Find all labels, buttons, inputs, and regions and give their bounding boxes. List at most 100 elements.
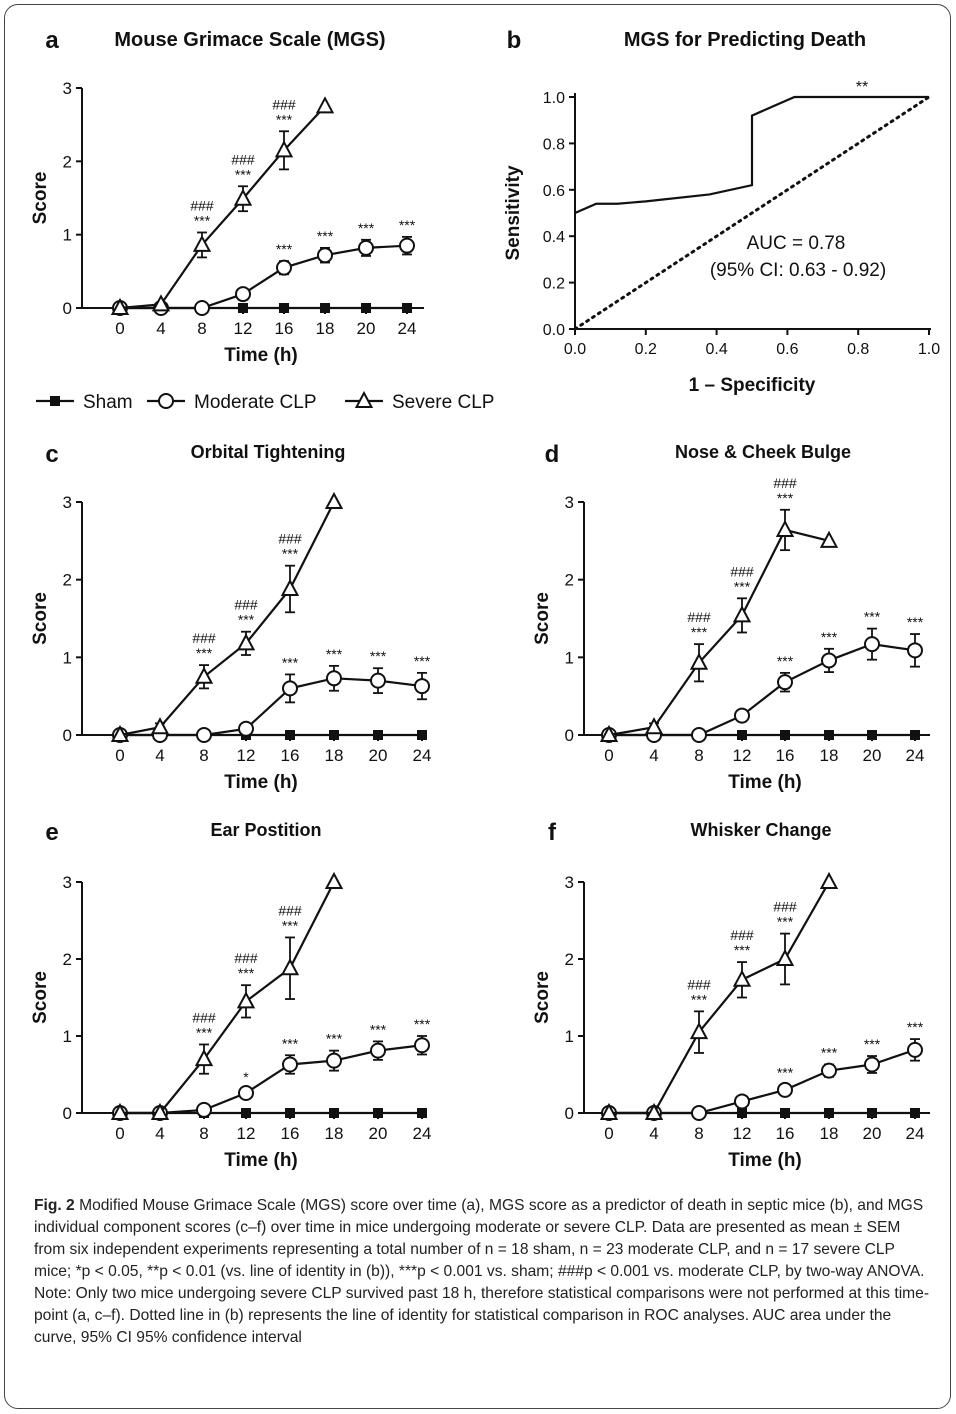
significance-label: ***	[414, 653, 431, 669]
data-point-moderate-clp	[370, 672, 386, 689]
data-point-moderate-clp	[196, 1101, 212, 1118]
data-point-moderate-clp	[282, 680, 298, 697]
y-tick-label: 3	[63, 79, 72, 98]
data-point-severe-clp	[689, 652, 709, 670]
figure-frame	[4, 4, 951, 1409]
data-point-moderate-clp	[734, 707, 750, 724]
x-tick-label: 4	[156, 319, 165, 338]
data-point-severe-clp	[110, 1102, 130, 1120]
significance-label: ***	[235, 166, 252, 182]
x-tick-label: 4	[649, 746, 658, 765]
series-line-severe-clp	[119, 105, 326, 310]
data-point-severe-clp	[689, 1022, 709, 1040]
data-point-moderate-clp	[370, 1042, 386, 1059]
y-axis-label: Score	[30, 592, 51, 645]
data-point-sham	[737, 730, 747, 740]
significance-label: *	[243, 1069, 249, 1085]
data-point-severe-clp	[192, 234, 212, 252]
significance-label: ***	[691, 624, 708, 640]
x-tick-label: 16	[776, 746, 795, 765]
panel-title: Whisker Change	[690, 820, 831, 840]
data-point-moderate-clp	[864, 1056, 880, 1073]
legend-label: Severe CLP	[392, 392, 494, 413]
legend-item: Sham	[36, 392, 133, 413]
significance-label: ***	[282, 654, 299, 670]
y-tick-label: 2	[565, 950, 574, 969]
data-point-severe-clp	[274, 140, 294, 158]
data-point-severe-clp	[150, 717, 170, 735]
legend-marker	[354, 390, 374, 408]
panel-letter: d	[545, 441, 560, 468]
panel-letter: e	[45, 819, 58, 846]
data-point-sham	[285, 1108, 295, 1118]
data-point-sham	[780, 1108, 790, 1118]
data-point-moderate-clp	[907, 1041, 923, 1058]
x-tick-label: 12	[733, 746, 752, 765]
data-point-severe-clp	[732, 605, 752, 623]
auc-label: AUC = 0.78	[747, 233, 846, 254]
y-tick-label: 1	[63, 648, 72, 667]
legend-item: Moderate CLP	[147, 392, 317, 413]
significance-label: ***	[864, 609, 881, 625]
significance-label: ***	[238, 612, 255, 628]
panel-b: b MGS for Predicting Death 0.0 0.2 0.4 0.6 0.8…	[503, 27, 940, 396]
identity-line	[573, 95, 931, 331]
significance-label: ###	[730, 563, 754, 579]
data-point-moderate-clp	[864, 636, 880, 653]
data-point-sham	[910, 730, 920, 740]
y-tick-label: 3	[63, 493, 72, 512]
significance-label: ###	[272, 96, 296, 112]
data-point-severe-clp	[194, 1048, 214, 1067]
data-point-severe-clp	[236, 633, 256, 651]
panel-letter: f	[548, 819, 557, 846]
y-tick-label: 0.2	[543, 276, 565, 293]
data-point-moderate-clp	[907, 642, 923, 659]
significance-label: ***	[194, 212, 211, 228]
significance-label: ***	[907, 614, 924, 630]
x-tick-label: 12	[234, 319, 253, 338]
data-point-sham	[402, 303, 412, 313]
significance-label: ***	[276, 241, 293, 257]
significance-label: ***	[414, 1016, 431, 1032]
legend-label: Sham	[83, 392, 133, 413]
series-severe-clp	[599, 871, 839, 1120]
legend-marker	[50, 396, 60, 406]
legend-item: Severe CLP	[345, 390, 494, 413]
data-point-moderate-clp	[777, 1081, 793, 1098]
significance-label: ###	[192, 630, 216, 646]
panel-title: Mouse Grimace Scale (MGS)	[114, 29, 385, 51]
x-tick-label: 24	[398, 319, 417, 338]
x-tick-label: 0.8	[847, 341, 869, 358]
significance-label: ***	[777, 1065, 794, 1081]
x-tick-label: 18	[820, 746, 839, 765]
significance-label: ###	[192, 1009, 216, 1025]
x-tick-label: 8	[694, 1124, 703, 1143]
x-tick-label: 16	[275, 319, 294, 338]
series-line-severe-clp	[120, 881, 335, 1115]
significance-label: ***	[907, 1019, 924, 1035]
x-axis-label: 1 – Specificity	[689, 375, 816, 396]
y-tick-label: 3	[565, 873, 574, 892]
significance-label: ***	[734, 578, 751, 594]
x-tick-label: 0.4	[705, 341, 727, 358]
y-axis-label: Score	[30, 971, 51, 1024]
x-tick-label: 12	[237, 746, 256, 765]
data-point-moderate-clp	[821, 652, 837, 669]
panel-title: Orbital Tightening	[191, 442, 346, 462]
x-tick-label: 4	[155, 746, 164, 765]
roc-curve	[574, 95, 929, 215]
significance-label: ***	[326, 646, 343, 662]
caption-label: Fig. 2	[34, 1197, 75, 1214]
data-point-moderate-clp	[414, 1037, 430, 1054]
data-point-sham	[737, 1108, 747, 1118]
x-tick-label: 24	[413, 1124, 432, 1143]
data-point-severe-clp	[644, 717, 664, 735]
data-point-severe-clp	[819, 530, 839, 548]
data-point-sham	[373, 730, 383, 740]
x-tick-label: 4	[155, 1124, 164, 1143]
significance-label: ###	[278, 531, 302, 547]
